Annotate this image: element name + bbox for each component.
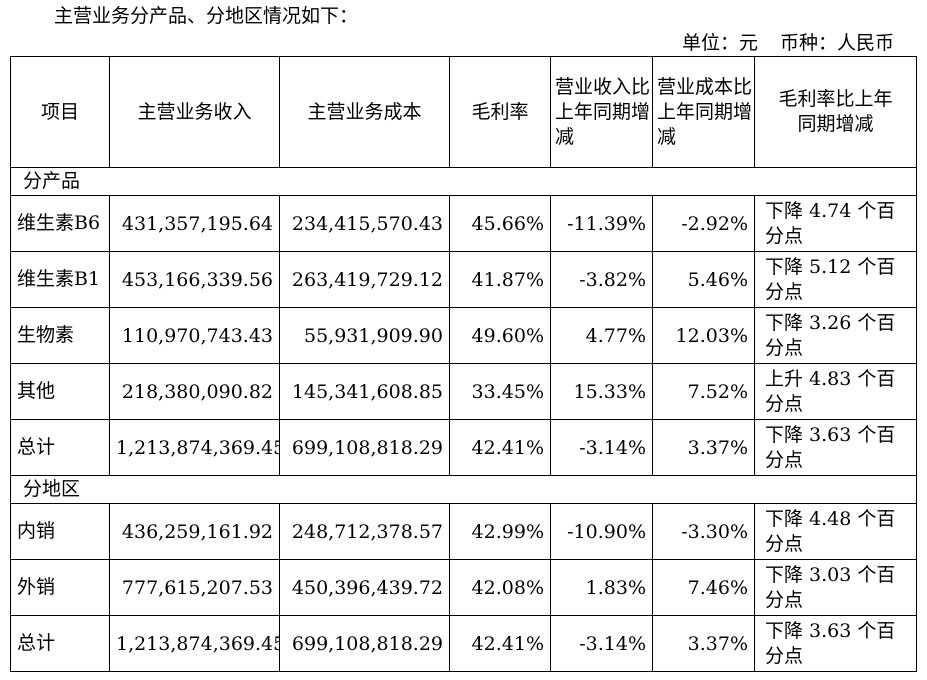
row-margin: 33.45% xyxy=(449,363,551,420)
table-row: 总计 1,213,874,369.45 699,108,818.29 42.41% -3… xyxy=(10,615,917,672)
row-cost: 699,108,818.29 xyxy=(279,615,450,672)
table-row: 外销 777,615,207.53 450,396,439.72 42.08% 1.83… xyxy=(10,559,917,616)
row-cost: 248,712,378.57 xyxy=(279,503,450,560)
row-margin: 49.60% xyxy=(449,307,551,364)
row-item: 生物素 xyxy=(10,307,110,364)
row-item: 维生素B1 xyxy=(10,251,110,308)
row-margin: 45.66% xyxy=(449,195,551,252)
row-margin-change: 下降 4.74 个百分点 xyxy=(754,195,917,252)
row-margin: 42.08% xyxy=(449,559,551,616)
row-item: 总计 xyxy=(10,615,110,672)
row-margin: 42.41% xyxy=(449,419,551,476)
row-revenue-change: -3.82% xyxy=(550,251,653,308)
row-margin-change: 上升 4.83 个百分点 xyxy=(754,363,917,420)
header-row: 项目 主营业务收入 主营业务成本 毛利率 营业收入比上年同期增减 营业成本比上年… xyxy=(10,56,917,168)
header-margin: 毛利率 xyxy=(449,56,551,168)
revenue-table: 项目 主营业务收入 主营业务成本 毛利率 营业收入比上年同期增减 营业成本比上年… xyxy=(10,56,917,672)
row-cost-change: 3.37% xyxy=(652,419,755,476)
row-cost-change: 3.37% xyxy=(652,615,755,672)
section-title: 分产品 xyxy=(10,167,917,196)
table-row: 生物素 110,970,743.43 55,931,909.90 49.60% 4.77… xyxy=(10,307,917,364)
header-item: 项目 xyxy=(10,56,110,168)
row-revenue: 218,380,090.82 xyxy=(109,363,280,420)
row-cost: 234,415,570.43 xyxy=(279,195,450,252)
unit-label: 单位：元 xyxy=(681,32,758,54)
table-row: 其他 218,380,090.82 145,341,608.85 33.45% 15.3… xyxy=(10,363,917,420)
row-cost: 55,931,909.90 xyxy=(279,307,450,364)
header-cost-change: 营业成本比上年同期增减 xyxy=(652,56,755,168)
row-margin: 42.99% xyxy=(449,503,551,560)
table-row: 维生素B1 453,166,339.56 263,419,729.12 41.87% -… xyxy=(10,251,917,308)
row-revenue-change: 15.33% xyxy=(550,363,653,420)
row-revenue-change: 4.77% xyxy=(550,307,653,364)
header-margin-change: 毛利率比上年同期增减 xyxy=(754,56,917,168)
row-cost-change: 7.46% xyxy=(652,559,755,616)
row-revenue-change: -10.90% xyxy=(550,503,653,560)
row-item: 维生素B6 xyxy=(10,195,110,252)
row-item: 总计 xyxy=(10,419,110,476)
row-item: 其他 xyxy=(10,363,110,420)
row-cost: 263,419,729.12 xyxy=(279,251,450,308)
row-margin-change: 下降 3.63 个百分点 xyxy=(754,419,917,476)
row-cost-change: 7.52% xyxy=(652,363,755,420)
row-cost: 699,108,818.29 xyxy=(279,419,450,476)
row-cost-change: -3.30% xyxy=(652,503,755,560)
row-margin-change: 下降 4.48 个百分点 xyxy=(754,503,917,560)
row-revenue-change: -3.14% xyxy=(550,615,653,672)
header-revenue-change: 营业收入比上年同期增减 xyxy=(550,56,653,168)
header-revenue: 主营业务收入 xyxy=(109,56,280,168)
row-revenue: 431,357,195.64 xyxy=(109,195,280,252)
row-revenue: 1,213,874,369.45 xyxy=(109,615,280,672)
row-revenue-change: -11.39% xyxy=(550,195,653,252)
row-revenue-change: -3.14% xyxy=(550,419,653,476)
unit-line: 单位：元 币种：人民币 xyxy=(682,31,894,55)
table-row: 维生素B6 431,357,195.64 234,415,570.43 45.66% -… xyxy=(10,195,917,252)
intro-text: 主营业务分产品、分地区情况如下： xyxy=(54,5,359,27)
row-cost-change: -2.92% xyxy=(652,195,755,252)
section-row: 分地区 xyxy=(10,475,917,504)
row-revenue: 436,259,161.92 xyxy=(109,503,280,560)
row-margin: 41.87% xyxy=(449,251,551,308)
row-revenue: 110,970,743.43 xyxy=(109,307,280,364)
header-cost: 主营业务成本 xyxy=(279,56,450,168)
row-revenue-change: 1.83% xyxy=(550,559,653,616)
row-cost-change: 5.46% xyxy=(652,251,755,308)
table-row: 内销 436,259,161.92 248,712,378.57 42.99% -10.… xyxy=(10,503,917,560)
currency-label: 币种：人民币 xyxy=(779,32,894,54)
row-cost: 450,396,439.72 xyxy=(279,559,450,616)
section-row: 分产品 xyxy=(10,167,917,196)
row-cost: 145,341,608.85 xyxy=(279,363,450,420)
row-revenue: 453,166,339.56 xyxy=(109,251,280,308)
row-item: 内销 xyxy=(10,503,110,560)
row-item: 外销 xyxy=(10,559,110,616)
row-margin-change: 下降 3.03 个百分点 xyxy=(754,559,917,616)
row-margin-change: 下降 3.26 个百分点 xyxy=(754,307,917,364)
row-revenue: 1,213,874,369.45 xyxy=(109,419,280,476)
row-margin: 42.41% xyxy=(449,615,551,672)
row-revenue: 777,615,207.53 xyxy=(109,559,280,616)
row-margin-change: 下降 3.63 个百分点 xyxy=(754,615,917,672)
row-cost-change: 12.03% xyxy=(652,307,755,364)
table-row: 总计 1,213,874,369.45 699,108,818.29 42.41% -3… xyxy=(10,419,917,476)
row-margin-change: 下降 5.12 个百分点 xyxy=(754,251,917,308)
section-title: 分地区 xyxy=(10,475,917,504)
